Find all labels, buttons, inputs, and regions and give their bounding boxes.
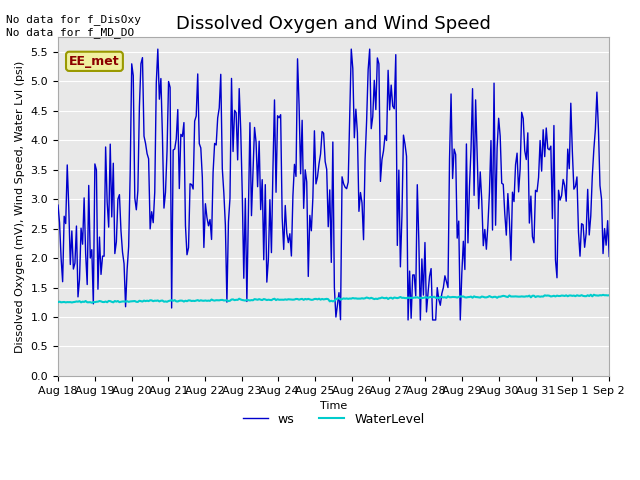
Text: EE_met: EE_met — [69, 55, 120, 68]
WaterLevel — [297, 296, 305, 302]
WaterLevel — [239, 297, 246, 303]
Line: WaterLevel: WaterLevel — [58, 295, 609, 303]
WaterLevel — [576, 293, 584, 299]
ws — [122, 304, 129, 310]
ws — [248, 213, 255, 218]
Text: No data for f_DisOxy
No data for f_MD_DO: No data for f_DisOxy No data for f_MD_DO — [6, 14, 141, 38]
ws — [239, 191, 246, 196]
ws — [154, 46, 162, 52]
X-axis label: Time: Time — [320, 401, 348, 411]
ws — [578, 221, 586, 227]
Title: Dissolved Oxygen and Wind Speed: Dissolved Oxygen and Wind Speed — [176, 15, 491, 33]
WaterLevel — [590, 292, 598, 298]
ws — [54, 202, 62, 208]
Y-axis label: Dissolved Oxygen (mV), Wind Speed, Water Lvl (psi): Dissolved Oxygen (mV), Wind Speed, Water… — [15, 60, 25, 353]
WaterLevel — [220, 298, 228, 303]
ws — [297, 171, 305, 177]
Line: ws: ws — [58, 49, 609, 320]
Legend: ws, WaterLevel: ws, WaterLevel — [237, 408, 429, 431]
ws — [605, 253, 613, 259]
WaterLevel — [54, 299, 62, 305]
ws — [220, 190, 228, 196]
WaterLevel — [605, 292, 613, 298]
WaterLevel — [248, 297, 255, 303]
ws — [404, 317, 412, 323]
WaterLevel — [124, 298, 131, 304]
WaterLevel — [88, 300, 95, 306]
